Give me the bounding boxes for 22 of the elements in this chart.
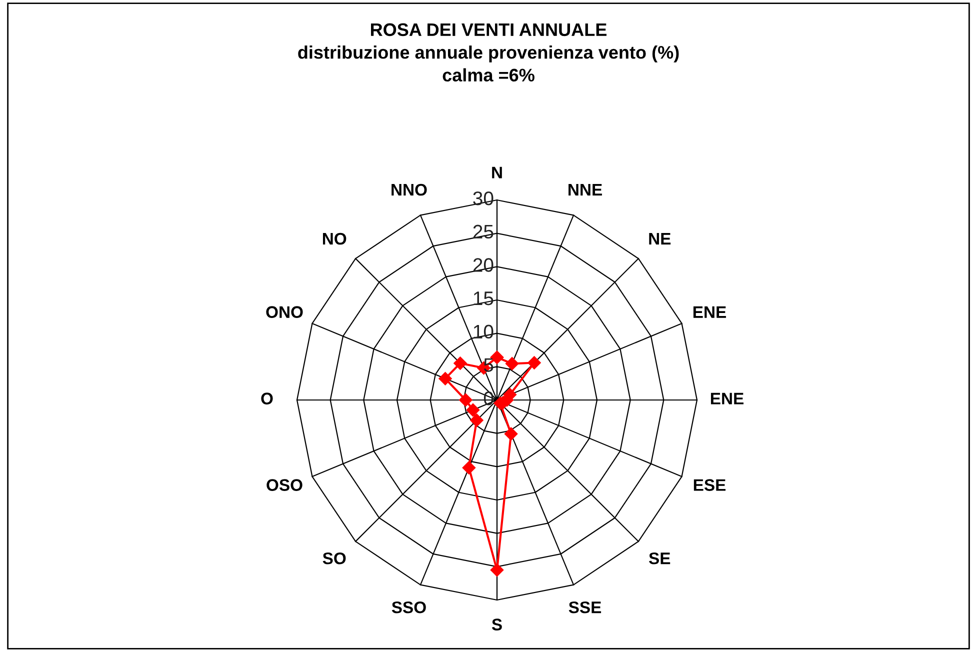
spoke-label: OSO [266, 479, 302, 491]
spoke-label: NE [649, 233, 671, 245]
spoke-label: S [492, 618, 502, 630]
spoke-label: O [261, 392, 273, 404]
spoke-label: SO [322, 552, 346, 564]
spoke-label: NNE [568, 184, 602, 196]
spoke-label: ESE [694, 479, 726, 491]
spoke-label: SE [648, 552, 670, 564]
y-tick-label: 30 [473, 191, 494, 206]
y-tick-label: 25 [473, 224, 494, 239]
spoke-label: ONO [266, 306, 303, 318]
spoke-label: NNO [392, 184, 427, 196]
chart-title: ROSA DEI VENTI ANNUALE distribuzione annuale provenienza vento (%) calma =6% [298, 23, 679, 82]
spoke-label: N [492, 166, 502, 178]
spoke-label: SSO [392, 601, 426, 614]
spoke-label: NO [322, 232, 346, 245]
spoke-label: ENE [693, 306, 726, 318]
y-tick-label: 20 [473, 258, 494, 272]
y-tick-label: 15 [474, 292, 494, 306]
spoke-label: ENE [710, 392, 744, 404]
y-tick-label: 10 [474, 324, 494, 339]
spoke-label: SSE [568, 601, 602, 614]
